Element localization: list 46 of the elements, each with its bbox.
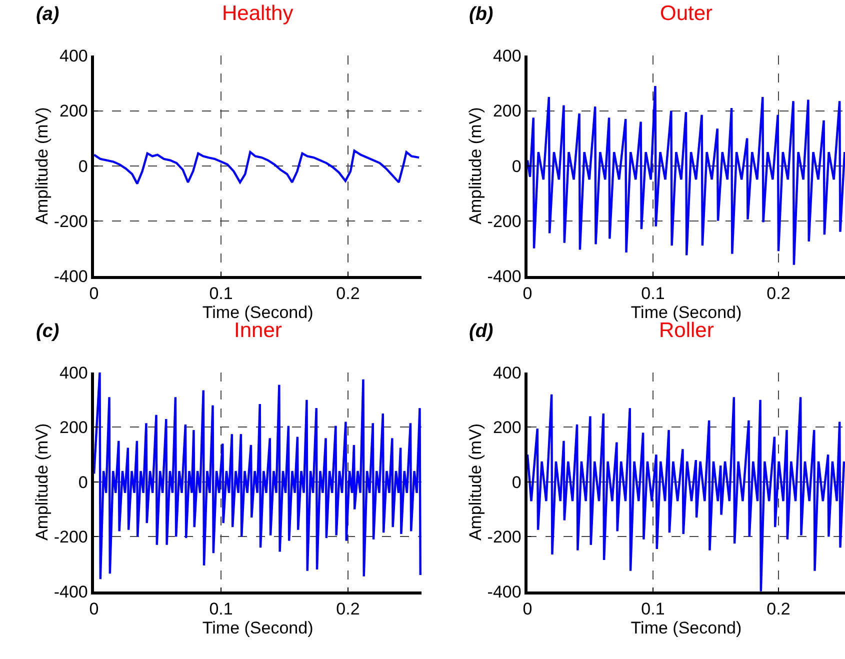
y-tick-label: -200 xyxy=(487,528,522,547)
y-tick-label: 400 xyxy=(60,46,88,66)
y-tick-label: 0 xyxy=(512,156,522,176)
y-tick-label: -200 xyxy=(487,212,522,231)
text: (b) xyxy=(469,4,494,25)
y-tick-label: 400 xyxy=(60,363,88,382)
x-tick-label: 0.2 xyxy=(336,600,360,619)
y-tick-label: -400 xyxy=(54,266,88,286)
y-tick-label: -400 xyxy=(487,582,522,602)
y-tick-label: 400 xyxy=(492,363,522,382)
x-tick-label: 0.2 xyxy=(766,284,790,304)
y-axis-title: Amplitude (mV) xyxy=(466,107,485,224)
y-tick-label: 200 xyxy=(492,418,522,438)
chart-title: Outer xyxy=(660,2,713,25)
text: (a) xyxy=(36,4,60,25)
y-tick-label: 0 xyxy=(78,472,88,492)
text: (c) xyxy=(36,321,60,342)
text: (d) xyxy=(469,321,494,342)
x-axis-title: Time (Second) xyxy=(630,618,742,638)
x-tick-label: 0.1 xyxy=(209,284,233,304)
line-series xyxy=(527,84,845,266)
y-tick-label: 0 xyxy=(78,156,88,176)
line-series xyxy=(94,372,422,580)
y-tick-label: 400 xyxy=(492,46,522,66)
y-axis-title: Amplitude (mV) xyxy=(32,107,52,224)
y-tick-label: 200 xyxy=(60,418,88,438)
y-tick-label: 0 xyxy=(512,472,522,492)
y-tick-label: -200 xyxy=(54,212,88,231)
x-axis-title: Time (Second) xyxy=(202,303,314,322)
chart-title: Healthy xyxy=(222,2,294,25)
y-tick-label: 200 xyxy=(60,102,88,121)
x-axis-title: Time (Second) xyxy=(630,303,742,322)
y-axis-title: Amplitude (mV) xyxy=(32,423,52,541)
line-series xyxy=(527,393,845,592)
y-tick-label: 200 xyxy=(492,102,522,121)
y-tick-label: -400 xyxy=(54,582,88,602)
y-tick-label: -200 xyxy=(54,528,88,547)
x-tick-label: 0.1 xyxy=(209,600,233,619)
y-axis-title: Amplitude (mV) xyxy=(466,423,485,541)
line-series xyxy=(94,150,420,185)
x-tick-label: 0.2 xyxy=(766,600,790,619)
x-axis-title: Time (Second) xyxy=(202,618,314,638)
x-tick-label: 0.1 xyxy=(641,600,665,619)
x-tick-label: 0.1 xyxy=(641,284,665,304)
x-tick-label: 0.2 xyxy=(336,284,360,304)
y-tick-label: -400 xyxy=(487,266,522,286)
